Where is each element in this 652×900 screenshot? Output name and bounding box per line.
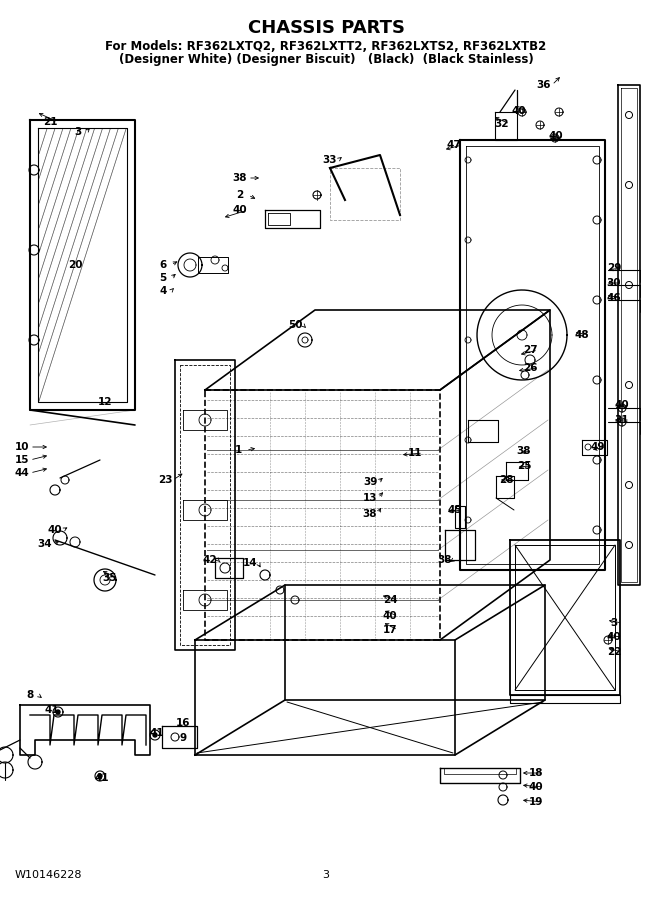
Text: 4: 4 — [159, 286, 167, 296]
Text: 13: 13 — [363, 493, 378, 503]
Text: 47: 47 — [447, 140, 462, 150]
Text: 32: 32 — [495, 119, 509, 129]
Text: 40: 40 — [529, 782, 543, 792]
Text: 2: 2 — [237, 190, 244, 200]
Text: 38: 38 — [363, 509, 378, 519]
Text: 21: 21 — [43, 117, 57, 127]
Text: 36: 36 — [537, 80, 551, 90]
Text: 30: 30 — [607, 278, 621, 288]
Text: CHASSIS PARTS: CHASSIS PARTS — [248, 19, 404, 37]
Text: 15: 15 — [15, 455, 29, 465]
Text: 28: 28 — [499, 475, 513, 485]
Text: 24: 24 — [383, 595, 397, 605]
Text: 11: 11 — [408, 448, 422, 458]
Text: 27: 27 — [523, 345, 537, 355]
Text: 5: 5 — [159, 273, 167, 283]
Text: 45: 45 — [448, 505, 462, 515]
Text: 10: 10 — [15, 442, 29, 452]
Text: 40: 40 — [512, 106, 526, 116]
Text: 34: 34 — [38, 539, 52, 549]
Text: 42: 42 — [203, 555, 217, 565]
Text: 3: 3 — [74, 127, 82, 137]
Text: 31: 31 — [615, 415, 629, 425]
Polygon shape — [153, 733, 157, 737]
Text: 17: 17 — [383, 625, 397, 635]
Text: 25: 25 — [517, 461, 531, 471]
Text: 14: 14 — [243, 558, 258, 568]
Text: W10146228: W10146228 — [15, 870, 83, 880]
Text: 40: 40 — [549, 131, 563, 141]
Text: 22: 22 — [607, 647, 621, 657]
Text: 3: 3 — [610, 618, 617, 628]
Text: 16: 16 — [176, 718, 190, 728]
Text: 40: 40 — [383, 611, 397, 621]
Text: 38: 38 — [233, 173, 247, 183]
Text: 44: 44 — [14, 468, 29, 478]
Text: (Designer White) (Designer Biscuit)   (Black)  (Black Stainless): (Designer White) (Designer Biscuit) (Bla… — [119, 53, 533, 67]
Text: 19: 19 — [529, 797, 543, 807]
Polygon shape — [98, 774, 102, 778]
Text: 33: 33 — [323, 155, 337, 165]
Text: 20: 20 — [68, 260, 82, 270]
Text: 40: 40 — [48, 525, 63, 535]
Text: 35: 35 — [103, 573, 117, 583]
Text: 12: 12 — [98, 397, 112, 407]
Text: 50: 50 — [288, 320, 303, 330]
Text: For Models: RF362LXTQ2, RF362LXTT2, RF362LXTS2, RF362LXTB2: For Models: RF362LXTQ2, RF362LXTT2, RF36… — [106, 40, 546, 52]
Text: 18: 18 — [529, 768, 543, 778]
Text: 49: 49 — [591, 442, 605, 452]
Text: 23: 23 — [158, 475, 172, 485]
Text: 40: 40 — [607, 632, 621, 642]
Text: 41: 41 — [95, 773, 110, 783]
Text: 3: 3 — [323, 870, 329, 880]
Text: 29: 29 — [607, 263, 621, 273]
Text: 46: 46 — [607, 293, 621, 303]
Text: 1: 1 — [234, 445, 242, 455]
Text: 48: 48 — [574, 330, 589, 340]
Polygon shape — [56, 710, 60, 714]
Text: 41: 41 — [45, 705, 59, 715]
Text: 40: 40 — [615, 400, 629, 410]
Text: 6: 6 — [159, 260, 167, 270]
Text: 9: 9 — [179, 733, 186, 743]
Text: 39: 39 — [363, 477, 378, 487]
Text: 41: 41 — [150, 728, 164, 738]
Text: 38: 38 — [517, 446, 531, 456]
Text: 26: 26 — [523, 363, 537, 373]
Text: 38: 38 — [437, 555, 452, 565]
Text: 40: 40 — [233, 205, 247, 215]
Text: 8: 8 — [26, 690, 34, 700]
